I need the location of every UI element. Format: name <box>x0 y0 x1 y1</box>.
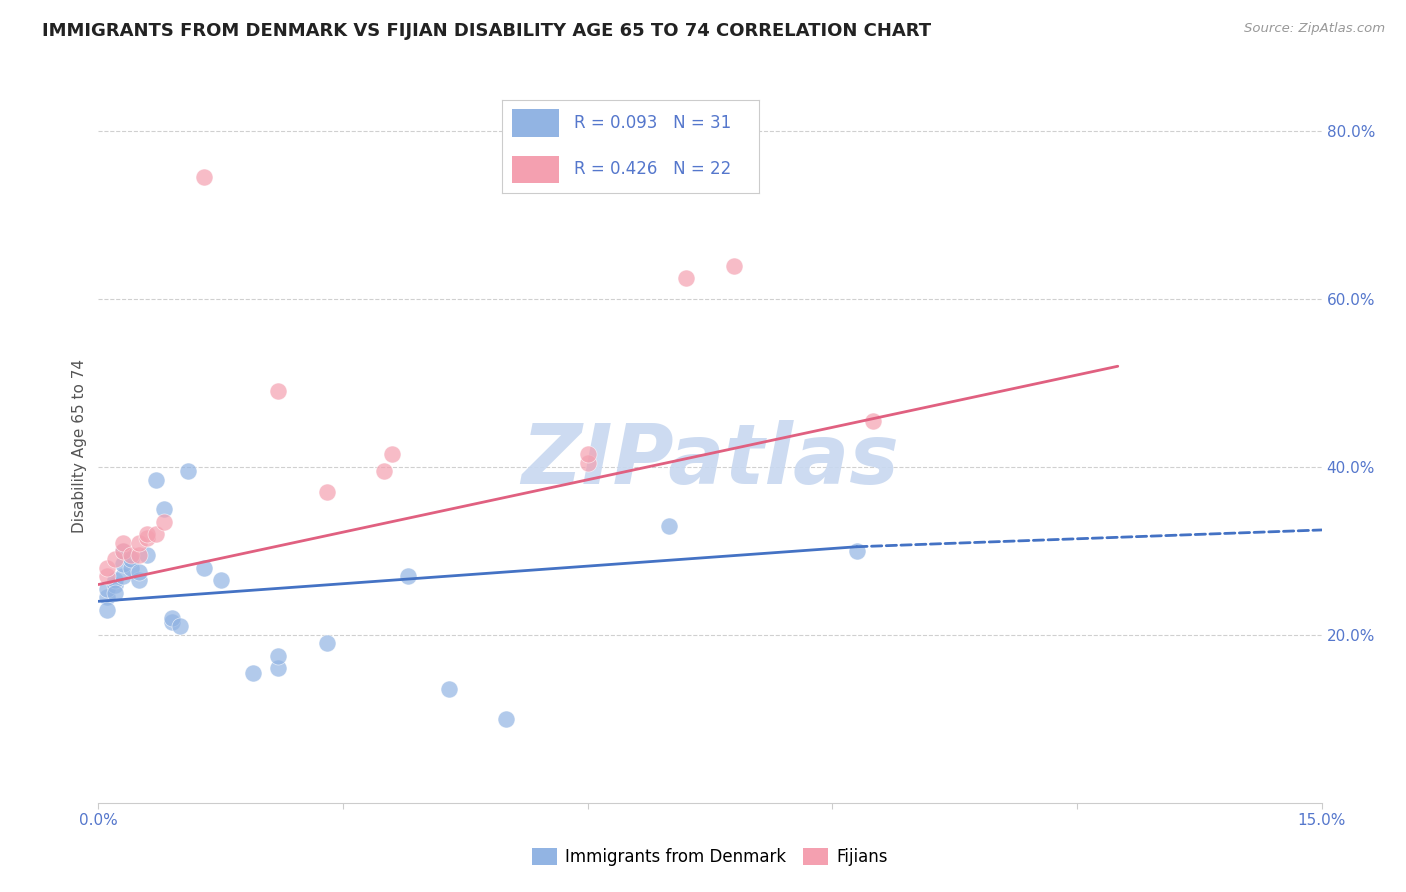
Bar <box>512 109 558 137</box>
Point <box>576 456 599 470</box>
Point <box>96 582 118 596</box>
Point <box>576 447 599 461</box>
Point <box>193 560 215 574</box>
Point <box>136 548 159 562</box>
Point <box>723 259 745 273</box>
Point <box>658 518 681 533</box>
Point <box>96 569 118 583</box>
Point <box>120 552 142 566</box>
Point <box>128 548 150 562</box>
Point <box>160 611 183 625</box>
Point <box>145 473 167 487</box>
Point <box>96 560 118 574</box>
Legend: Immigrants from Denmark, Fijians: Immigrants from Denmark, Fijians <box>531 847 889 866</box>
Point <box>169 619 191 633</box>
Point <box>267 661 290 675</box>
Text: Source: ZipAtlas.com: Source: ZipAtlas.com <box>1244 22 1385 36</box>
Text: ZIPatlas: ZIPatlas <box>522 420 898 500</box>
Point <box>104 552 127 566</box>
Point <box>136 527 159 541</box>
Point <box>845 544 868 558</box>
Point <box>381 447 404 461</box>
Point <box>104 574 127 588</box>
Point <box>675 271 697 285</box>
Text: R = 0.093   N = 31: R = 0.093 N = 31 <box>574 114 731 132</box>
Point <box>177 464 200 478</box>
Point <box>315 636 337 650</box>
Point <box>193 170 215 185</box>
Point <box>160 615 183 630</box>
Point <box>111 544 134 558</box>
Point <box>104 577 127 591</box>
Point <box>111 535 134 549</box>
Point <box>120 548 142 562</box>
Y-axis label: Disability Age 65 to 74: Disability Age 65 to 74 <box>72 359 87 533</box>
Text: IMMIGRANTS FROM DENMARK VS FIJIAN DISABILITY AGE 65 TO 74 CORRELATION CHART: IMMIGRANTS FROM DENMARK VS FIJIAN DISABI… <box>42 22 931 40</box>
Point <box>495 712 517 726</box>
Point <box>136 532 159 546</box>
Point <box>267 384 290 399</box>
Point <box>242 665 264 680</box>
Point <box>145 527 167 541</box>
Point <box>128 535 150 549</box>
Point <box>209 574 232 588</box>
Point <box>128 565 150 579</box>
Text: R = 0.426   N = 22: R = 0.426 N = 22 <box>574 161 731 178</box>
Point <box>373 464 395 478</box>
Point <box>120 560 142 574</box>
Point <box>315 485 337 500</box>
Point <box>152 502 174 516</box>
Point <box>437 682 460 697</box>
Point <box>111 557 134 571</box>
Point <box>96 590 118 604</box>
Point <box>396 569 419 583</box>
Point <box>111 569 134 583</box>
Point <box>128 574 150 588</box>
Point <box>862 414 884 428</box>
Point <box>267 648 290 663</box>
Point <box>111 544 134 558</box>
Bar <box>512 155 558 184</box>
Point <box>152 515 174 529</box>
Point <box>104 586 127 600</box>
Point <box>96 603 118 617</box>
